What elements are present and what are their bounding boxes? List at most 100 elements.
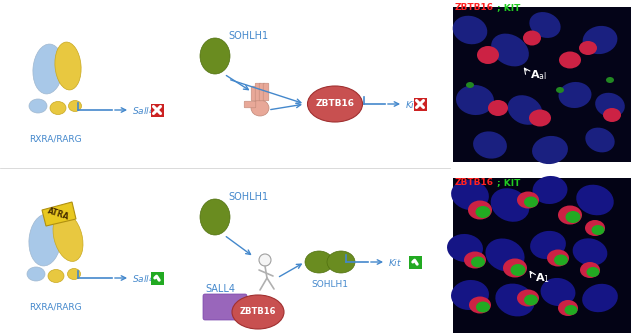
- Ellipse shape: [524, 294, 538, 305]
- Text: ; KIT: ; KIT: [497, 178, 520, 187]
- FancyBboxPatch shape: [251, 86, 257, 101]
- Ellipse shape: [55, 42, 81, 90]
- Polygon shape: [42, 202, 76, 226]
- Ellipse shape: [447, 234, 483, 262]
- Ellipse shape: [586, 128, 615, 153]
- FancyBboxPatch shape: [151, 103, 163, 117]
- Ellipse shape: [29, 214, 61, 266]
- Text: A$_{\rm al}$: A$_{\rm al}$: [530, 68, 547, 82]
- Text: SOHLH1: SOHLH1: [228, 31, 268, 41]
- Ellipse shape: [529, 12, 561, 38]
- Ellipse shape: [606, 77, 614, 83]
- Ellipse shape: [587, 267, 599, 277]
- Text: ZBTB16: ZBTB16: [455, 3, 494, 12]
- Ellipse shape: [200, 38, 230, 74]
- Ellipse shape: [547, 250, 569, 266]
- Ellipse shape: [453, 16, 487, 44]
- Text: SOHLH1: SOHLH1: [228, 192, 268, 202]
- FancyBboxPatch shape: [453, 7, 631, 162]
- Ellipse shape: [451, 280, 489, 310]
- Ellipse shape: [580, 262, 600, 278]
- Text: ZBTB16: ZBTB16: [455, 178, 494, 187]
- Ellipse shape: [565, 211, 580, 223]
- FancyBboxPatch shape: [453, 178, 631, 333]
- Ellipse shape: [508, 95, 542, 125]
- Ellipse shape: [327, 251, 355, 273]
- Ellipse shape: [464, 252, 486, 268]
- Text: RXRA/RARG: RXRA/RARG: [28, 302, 81, 311]
- Ellipse shape: [53, 213, 83, 261]
- FancyBboxPatch shape: [263, 83, 269, 101]
- Ellipse shape: [503, 258, 527, 278]
- Ellipse shape: [475, 206, 491, 218]
- Ellipse shape: [476, 301, 490, 312]
- Ellipse shape: [532, 176, 567, 204]
- Text: $\it{Kit}$: $\it{Kit}$: [405, 98, 419, 110]
- Text: ATRA: ATRA: [46, 206, 70, 222]
- Text: ; KIT: ; KIT: [497, 3, 520, 12]
- Ellipse shape: [524, 197, 538, 208]
- Ellipse shape: [582, 284, 618, 312]
- Ellipse shape: [473, 131, 507, 159]
- FancyBboxPatch shape: [151, 271, 163, 285]
- Text: RXRA/RARG: RXRA/RARG: [28, 134, 81, 143]
- Ellipse shape: [591, 225, 605, 235]
- Ellipse shape: [585, 220, 605, 236]
- Ellipse shape: [451, 180, 489, 210]
- FancyBboxPatch shape: [244, 101, 256, 108]
- Ellipse shape: [603, 108, 621, 122]
- Ellipse shape: [48, 269, 64, 283]
- Ellipse shape: [558, 82, 591, 108]
- FancyBboxPatch shape: [259, 83, 265, 101]
- Ellipse shape: [579, 41, 597, 55]
- Ellipse shape: [558, 206, 582, 224]
- Ellipse shape: [530, 231, 566, 259]
- Ellipse shape: [251, 100, 269, 116]
- Ellipse shape: [491, 188, 529, 222]
- Text: ZBTB16: ZBTB16: [240, 307, 276, 317]
- Ellipse shape: [573, 238, 607, 266]
- Ellipse shape: [305, 251, 333, 273]
- Ellipse shape: [517, 192, 539, 209]
- FancyBboxPatch shape: [255, 83, 261, 101]
- Ellipse shape: [559, 51, 581, 69]
- Ellipse shape: [471, 256, 485, 267]
- Ellipse shape: [496, 284, 535, 317]
- Ellipse shape: [532, 136, 568, 164]
- Ellipse shape: [477, 46, 499, 64]
- FancyBboxPatch shape: [203, 294, 247, 320]
- Text: SOHLH1: SOHLH1: [311, 280, 349, 289]
- FancyBboxPatch shape: [413, 97, 427, 111]
- Ellipse shape: [259, 254, 271, 266]
- Ellipse shape: [232, 295, 284, 329]
- Ellipse shape: [308, 86, 363, 122]
- Text: $\it{Kit}$: $\it{Kit}$: [388, 256, 402, 267]
- Text: SALL4: SALL4: [205, 284, 235, 294]
- Ellipse shape: [582, 26, 617, 54]
- Ellipse shape: [68, 268, 80, 280]
- Ellipse shape: [510, 264, 525, 276]
- Ellipse shape: [554, 254, 568, 265]
- Ellipse shape: [29, 99, 47, 113]
- Ellipse shape: [565, 305, 577, 315]
- Ellipse shape: [200, 199, 230, 235]
- Ellipse shape: [529, 110, 551, 126]
- Ellipse shape: [466, 82, 474, 88]
- Ellipse shape: [456, 85, 494, 115]
- Text: ZBTB16: ZBTB16: [315, 99, 354, 109]
- FancyBboxPatch shape: [408, 255, 422, 268]
- Ellipse shape: [27, 267, 45, 281]
- Text: $\it{Sall4}$: $\it{Sall4}$: [132, 104, 155, 116]
- Ellipse shape: [486, 239, 525, 271]
- Ellipse shape: [491, 34, 529, 67]
- Ellipse shape: [469, 296, 491, 313]
- Ellipse shape: [541, 278, 575, 306]
- Ellipse shape: [558, 300, 578, 316]
- Ellipse shape: [517, 290, 539, 306]
- Ellipse shape: [68, 100, 82, 112]
- Ellipse shape: [488, 100, 508, 116]
- Ellipse shape: [50, 101, 66, 115]
- Ellipse shape: [523, 31, 541, 45]
- Text: $\it{Sall4}$: $\it{Sall4}$: [132, 272, 155, 284]
- Ellipse shape: [576, 185, 614, 215]
